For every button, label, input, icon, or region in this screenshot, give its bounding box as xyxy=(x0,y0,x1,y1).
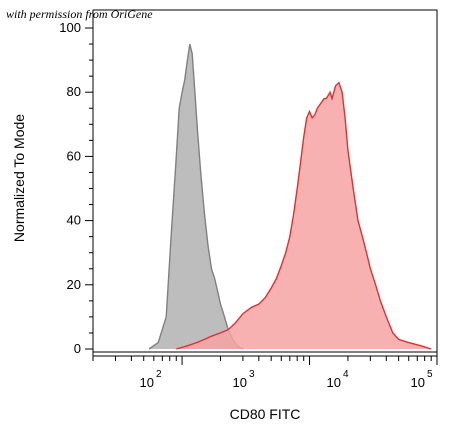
y-axis-ticks: 0 20 40 60 80 100 xyxy=(59,20,93,356)
svg-text:2: 2 xyxy=(156,369,162,380)
y-tick-label: 80 xyxy=(67,84,81,99)
series-1-line xyxy=(148,43,244,350)
y-axis-title: Normalized To Mode xyxy=(11,114,27,242)
y-tick-label: 40 xyxy=(67,213,81,228)
y-tick-label: 0 xyxy=(74,341,81,356)
svg-text:10: 10 xyxy=(140,375,154,390)
svg-text:10: 10 xyxy=(233,375,247,390)
x-tick-label: 102 xyxy=(140,369,162,390)
y-tick-label: 20 xyxy=(67,277,81,292)
x-tick-label: 105 xyxy=(411,369,433,390)
series-1-fill xyxy=(149,44,243,349)
x-tick-label: 104 xyxy=(327,369,349,390)
svg-text:3: 3 xyxy=(249,369,255,380)
svg-text:10: 10 xyxy=(327,375,341,390)
x-axis-title: CD80 FITC xyxy=(230,406,301,422)
svg-text:5: 5 xyxy=(427,369,433,380)
x-tick-label: 103 xyxy=(233,369,255,390)
series-group xyxy=(93,43,437,353)
svg-text:10: 10 xyxy=(411,375,425,390)
series-2-line xyxy=(176,81,432,350)
y-tick-label: 100 xyxy=(59,20,81,35)
series-2-fill xyxy=(176,82,432,349)
svg-text:4: 4 xyxy=(343,369,349,380)
plot-frame xyxy=(92,9,438,357)
watermark-text: with permission from OriGene xyxy=(6,7,153,21)
y-tick-label: 60 xyxy=(67,148,81,163)
